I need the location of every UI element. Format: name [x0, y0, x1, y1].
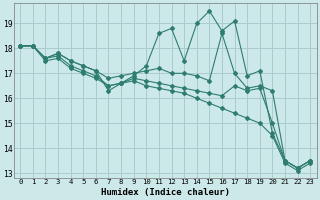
X-axis label: Humidex (Indice chaleur): Humidex (Indice chaleur)	[101, 188, 230, 197]
